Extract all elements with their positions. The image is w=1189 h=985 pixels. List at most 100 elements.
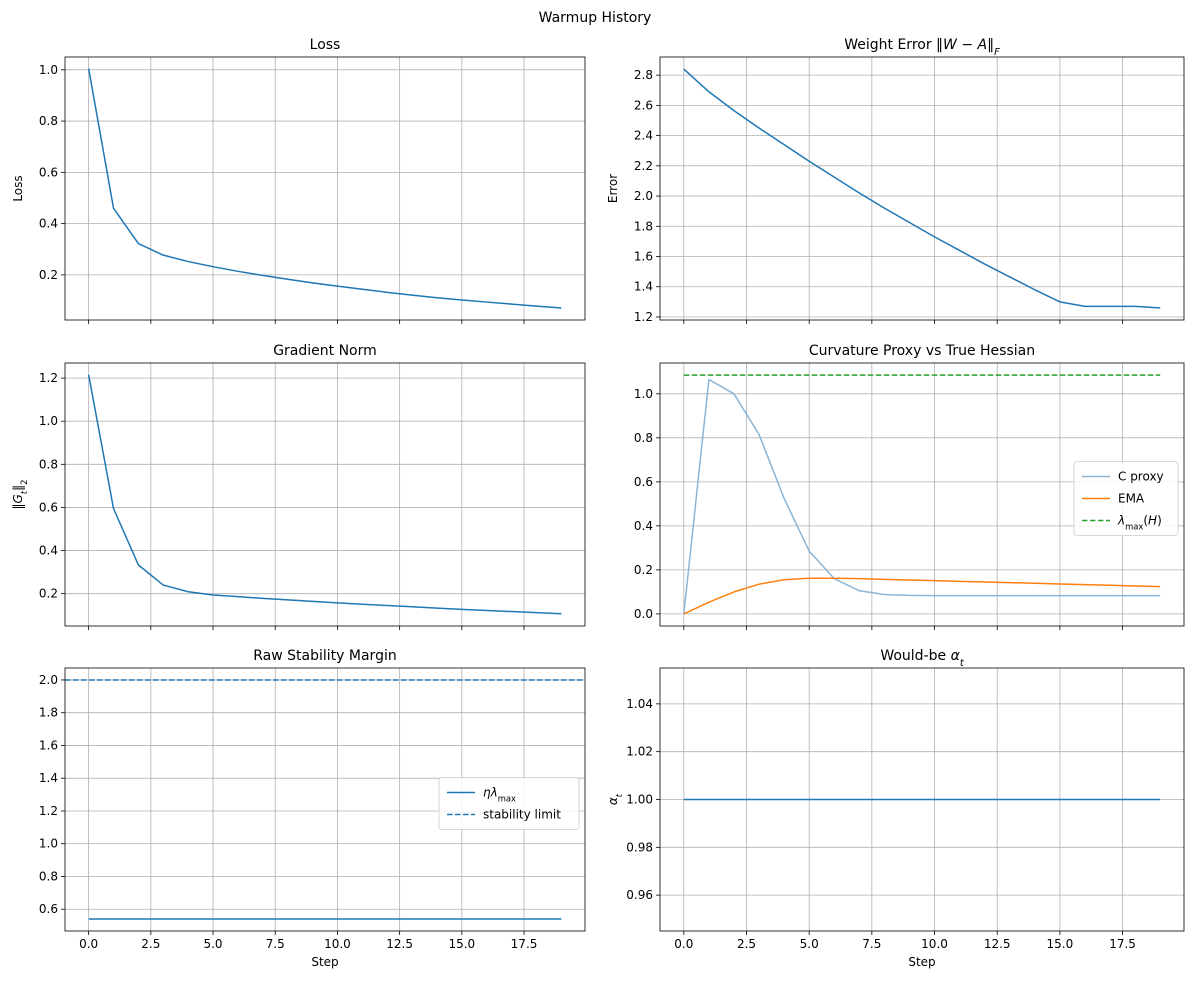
y-axis-label: Loss (11, 175, 25, 201)
y-tick-label: 1.4 (634, 280, 653, 294)
x-axis: 0.0 2.5 5.0 7.5 10.0 12.5 15.0 17.5 (674, 931, 1136, 951)
gridlines (65, 363, 585, 626)
series-line-0 (87, 374, 562, 615)
y-tick-label: 1.00 (626, 793, 653, 807)
subplot-loss: 0.2 0.4 0.6 0.8 1.0 Loss Loss (11, 37, 586, 324)
subplot-grid: 0.2 0.4 0.6 0.8 1.0 Loss Loss 1.2 1.4 1.6 1.8 2.0 2.… (11, 37, 1185, 969)
y-tick-label: 2.0 (634, 189, 653, 203)
y-tick-label: 0.2 (39, 587, 58, 601)
y-axis: 0.6 0.8 1.0 1.2 1.4 1.6 1.8 2.0 (39, 673, 65, 916)
y-tick-label: 1.0 (39, 837, 58, 851)
y-tick-label: 0.6 (39, 500, 58, 514)
y-tick-label: 0.0 (634, 607, 653, 621)
legend-label: C proxy (1118, 470, 1164, 484)
subplot-title: Gradient Norm (273, 343, 377, 359)
y-tick-label: 1.6 (39, 738, 58, 752)
x-tick-label: 12.5 (386, 937, 413, 951)
y-axis: 0.96 0.98 1.00 1.02 1.04 (626, 697, 660, 902)
y-tick-label: 1.2 (39, 371, 58, 385)
series-line-ema (683, 577, 1161, 615)
y-tick-label: 2.4 (634, 129, 653, 143)
legend: ηλmax stability limit (438, 777, 580, 830)
subplot-title: Weight Error ‖W − A‖F (844, 37, 1000, 58)
legend-label: stability limit (483, 808, 561, 822)
x-tick-label: 7.5 (862, 937, 881, 951)
x-axis (88, 320, 525, 324)
subplot-stability-margin: 0.0 2.5 5.0 7.5 10.0 12.5 15.0 17.5 0.6 0.8 1.0 1.2… (39, 648, 586, 969)
series-group (65, 679, 585, 920)
y-axis-label: ‖Gt‖2 (11, 480, 29, 510)
y-tick-label: 0.2 (634, 563, 653, 577)
y-tick-label: 1.04 (626, 697, 653, 711)
subplot-title: Raw Stability Margin (253, 648, 396, 664)
x-tick-label: 5.0 (203, 937, 222, 951)
axes-frame (64, 362, 586, 627)
x-tick-label: 10.0 (324, 937, 351, 951)
x-axis: 0.0 2.5 5.0 7.5 10.0 12.5 15.0 17.5 (79, 931, 537, 951)
subplot-alpha: 0.0 2.5 5.0 7.5 10.0 12.5 15.0 17.5 0.96 0.98 1.00… (606, 648, 1185, 969)
y-tick-label: 0.98 (626, 840, 653, 854)
legend: C proxy EMA λmax(H) (1073, 461, 1179, 536)
y-tick-label: 1.0 (634, 387, 653, 401)
y-axis: 0.2 0.4 0.6 0.8 1.0 1.2 (39, 371, 65, 601)
axes-frame (659, 56, 1185, 321)
legend-label: λmax(H) (1117, 514, 1162, 532)
y-tick-label: 0.4 (634, 519, 653, 533)
x-tick-label: 7.5 (266, 937, 285, 951)
subplot-curvature-proxy: 0.0 0.2 0.4 0.6 0.8 1.0 Curvature Proxy vs Tru… (634, 343, 1185, 630)
subplot-gradient-norm: 0.2 0.4 0.6 0.8 1.0 1.2 Gradient Norm ‖Gt‖2 (11, 343, 586, 630)
subplot-title: Would-be αt (880, 648, 964, 669)
x-axis-label: Step (908, 955, 935, 969)
y-tick-label: 0.8 (39, 869, 58, 883)
series-line-0 (87, 68, 562, 309)
legend-box (1073, 461, 1179, 536)
subplot-title: Loss (310, 37, 341, 53)
y-tick-label: 0.6 (634, 475, 653, 489)
y-tick-label: 2.8 (634, 68, 653, 82)
x-tick-label: 2.5 (737, 937, 756, 951)
y-axis: 0.0 0.2 0.4 0.6 0.8 1.0 (634, 387, 660, 621)
y-tick-label: 0.4 (39, 217, 58, 231)
axes-frame (659, 362, 1185, 627)
gridlines (660, 57, 1184, 320)
x-tick-label: 15.0 (1047, 937, 1074, 951)
y-tick-label: 0.96 (626, 888, 653, 902)
legend-label: ηλmax (483, 786, 516, 804)
x-axis-label: Step (311, 955, 338, 969)
y-tick-label: 2.2 (634, 159, 653, 173)
x-tick-label: 17.5 (511, 937, 538, 951)
y-tick-label: 1.4 (39, 771, 58, 785)
y-tick-label: 1.0 (39, 63, 58, 77)
x-tick-label: 0.0 (674, 937, 693, 951)
x-tick-label: 12.5 (984, 937, 1011, 951)
subplot-weight-error: 1.2 1.4 1.6 1.8 2.0 2.2 2.4 2.6 2.8 Weight Error … (606, 37, 1185, 324)
x-tick-label: 10.0 (921, 937, 948, 951)
y-tick-label: 1.2 (634, 310, 653, 324)
x-tick-label: 17.5 (1109, 937, 1136, 951)
y-axis-label: Error (606, 174, 620, 203)
gridlines (660, 363, 1184, 626)
legend-label: EMA (1118, 492, 1145, 506)
y-axis: 0.2 0.4 0.6 0.8 1.0 (39, 63, 65, 282)
legend-box (438, 777, 580, 830)
axes-frame (64, 667, 586, 932)
x-tick-label: 5.0 (800, 937, 819, 951)
x-axis (88, 626, 525, 630)
y-tick-label: 0.6 (39, 902, 58, 916)
y-tick-label: 0.8 (634, 431, 653, 445)
y-tick-label: 2.0 (39, 673, 58, 687)
series-group (87, 68, 562, 309)
y-tick-label: 2.6 (634, 98, 653, 112)
x-tick-label: 15.0 (448, 937, 475, 951)
series-line-0 (683, 68, 1161, 309)
y-tick-label: 1.8 (39, 706, 58, 720)
series-group (683, 374, 1161, 615)
y-tick-label: 0.8 (39, 457, 58, 471)
axes-frame (64, 56, 586, 321)
x-tick-label: 2.5 (141, 937, 160, 951)
subplot-title: Curvature Proxy vs True Hessian (809, 343, 1035, 359)
x-tick-label: 0.0 (79, 937, 98, 951)
x-axis (683, 320, 1123, 324)
y-tick-label: 0.2 (39, 268, 58, 282)
